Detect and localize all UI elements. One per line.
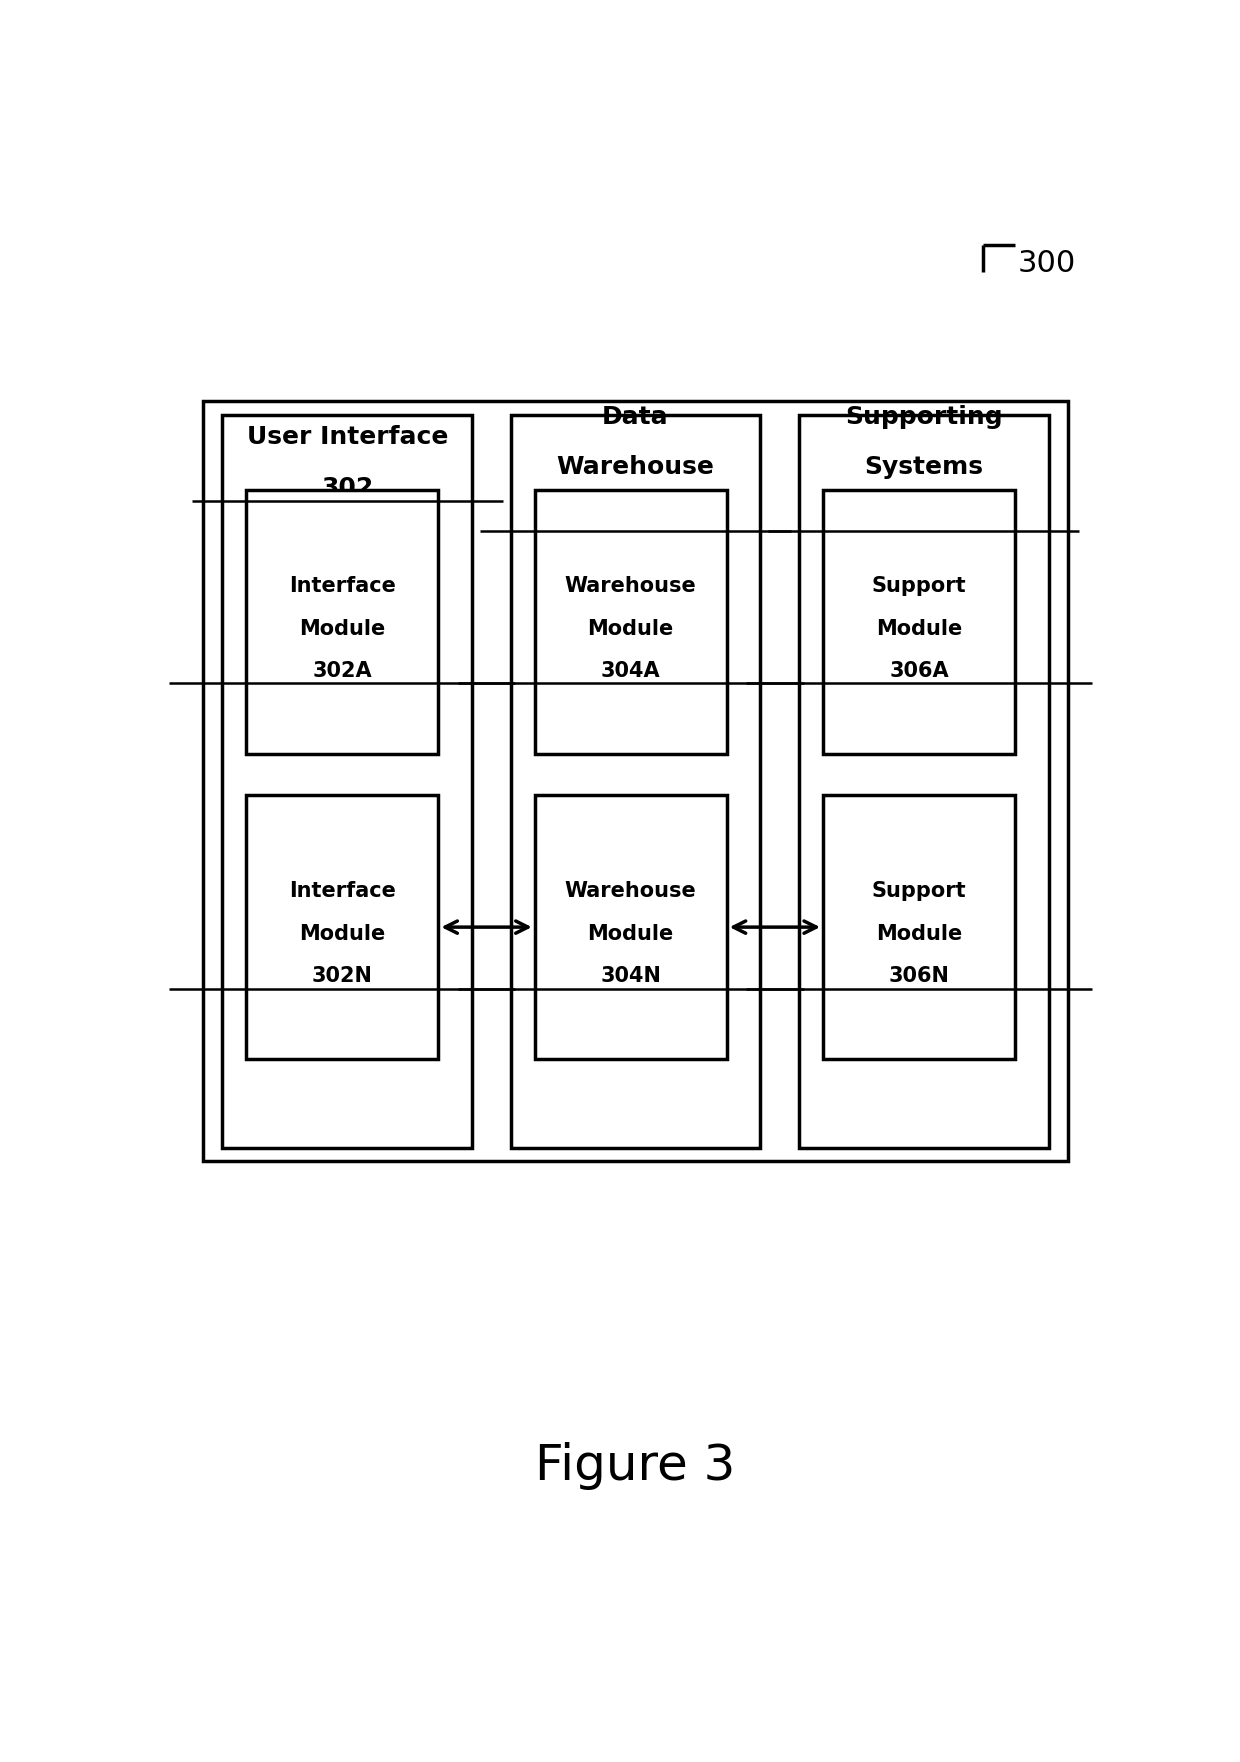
Bar <box>247 490 439 754</box>
Bar <box>247 795 439 1059</box>
Bar <box>534 490 727 754</box>
Bar <box>203 402 1068 1161</box>
Bar <box>534 795 727 1059</box>
Text: Support: Support <box>872 881 966 902</box>
Text: Module: Module <box>588 923 673 944</box>
Text: Figure 3: Figure 3 <box>536 1443 735 1491</box>
Text: Data: Data <box>603 405 668 430</box>
Text: 306A: 306A <box>889 661 949 682</box>
Text: 302: 302 <box>321 476 373 500</box>
Bar <box>823 490 1016 754</box>
Text: 302A: 302A <box>312 661 372 682</box>
Bar <box>511 416 760 1147</box>
Text: Interface: Interface <box>289 881 396 902</box>
Text: Supporting: Supporting <box>844 405 1003 430</box>
Text: Warehouse: Warehouse <box>557 455 714 479</box>
Bar <box>222 416 472 1147</box>
Text: Module: Module <box>588 618 673 638</box>
Bar <box>799 416 1049 1147</box>
Text: Warehouse: Warehouse <box>564 881 697 902</box>
Text: Module: Module <box>875 923 962 944</box>
Text: Warehouse: Warehouse <box>564 576 697 596</box>
Text: Systems: Systems <box>864 455 983 479</box>
Text: 306N: 306N <box>889 966 950 987</box>
Text: 302N: 302N <box>312 966 373 987</box>
Text: User Interface: User Interface <box>247 425 448 449</box>
Text: Module: Module <box>875 618 962 638</box>
Text: Interface: Interface <box>289 576 396 596</box>
Text: Support: Support <box>872 576 966 596</box>
Text: Module: Module <box>299 923 386 944</box>
Text: 304N: 304N <box>600 966 661 987</box>
Text: 300: 300 <box>1018 250 1076 278</box>
Text: 304: 304 <box>609 506 662 530</box>
Bar <box>823 795 1016 1059</box>
Text: 306: 306 <box>898 506 950 530</box>
Text: Module: Module <box>299 618 386 638</box>
Text: 304A: 304A <box>601 661 661 682</box>
